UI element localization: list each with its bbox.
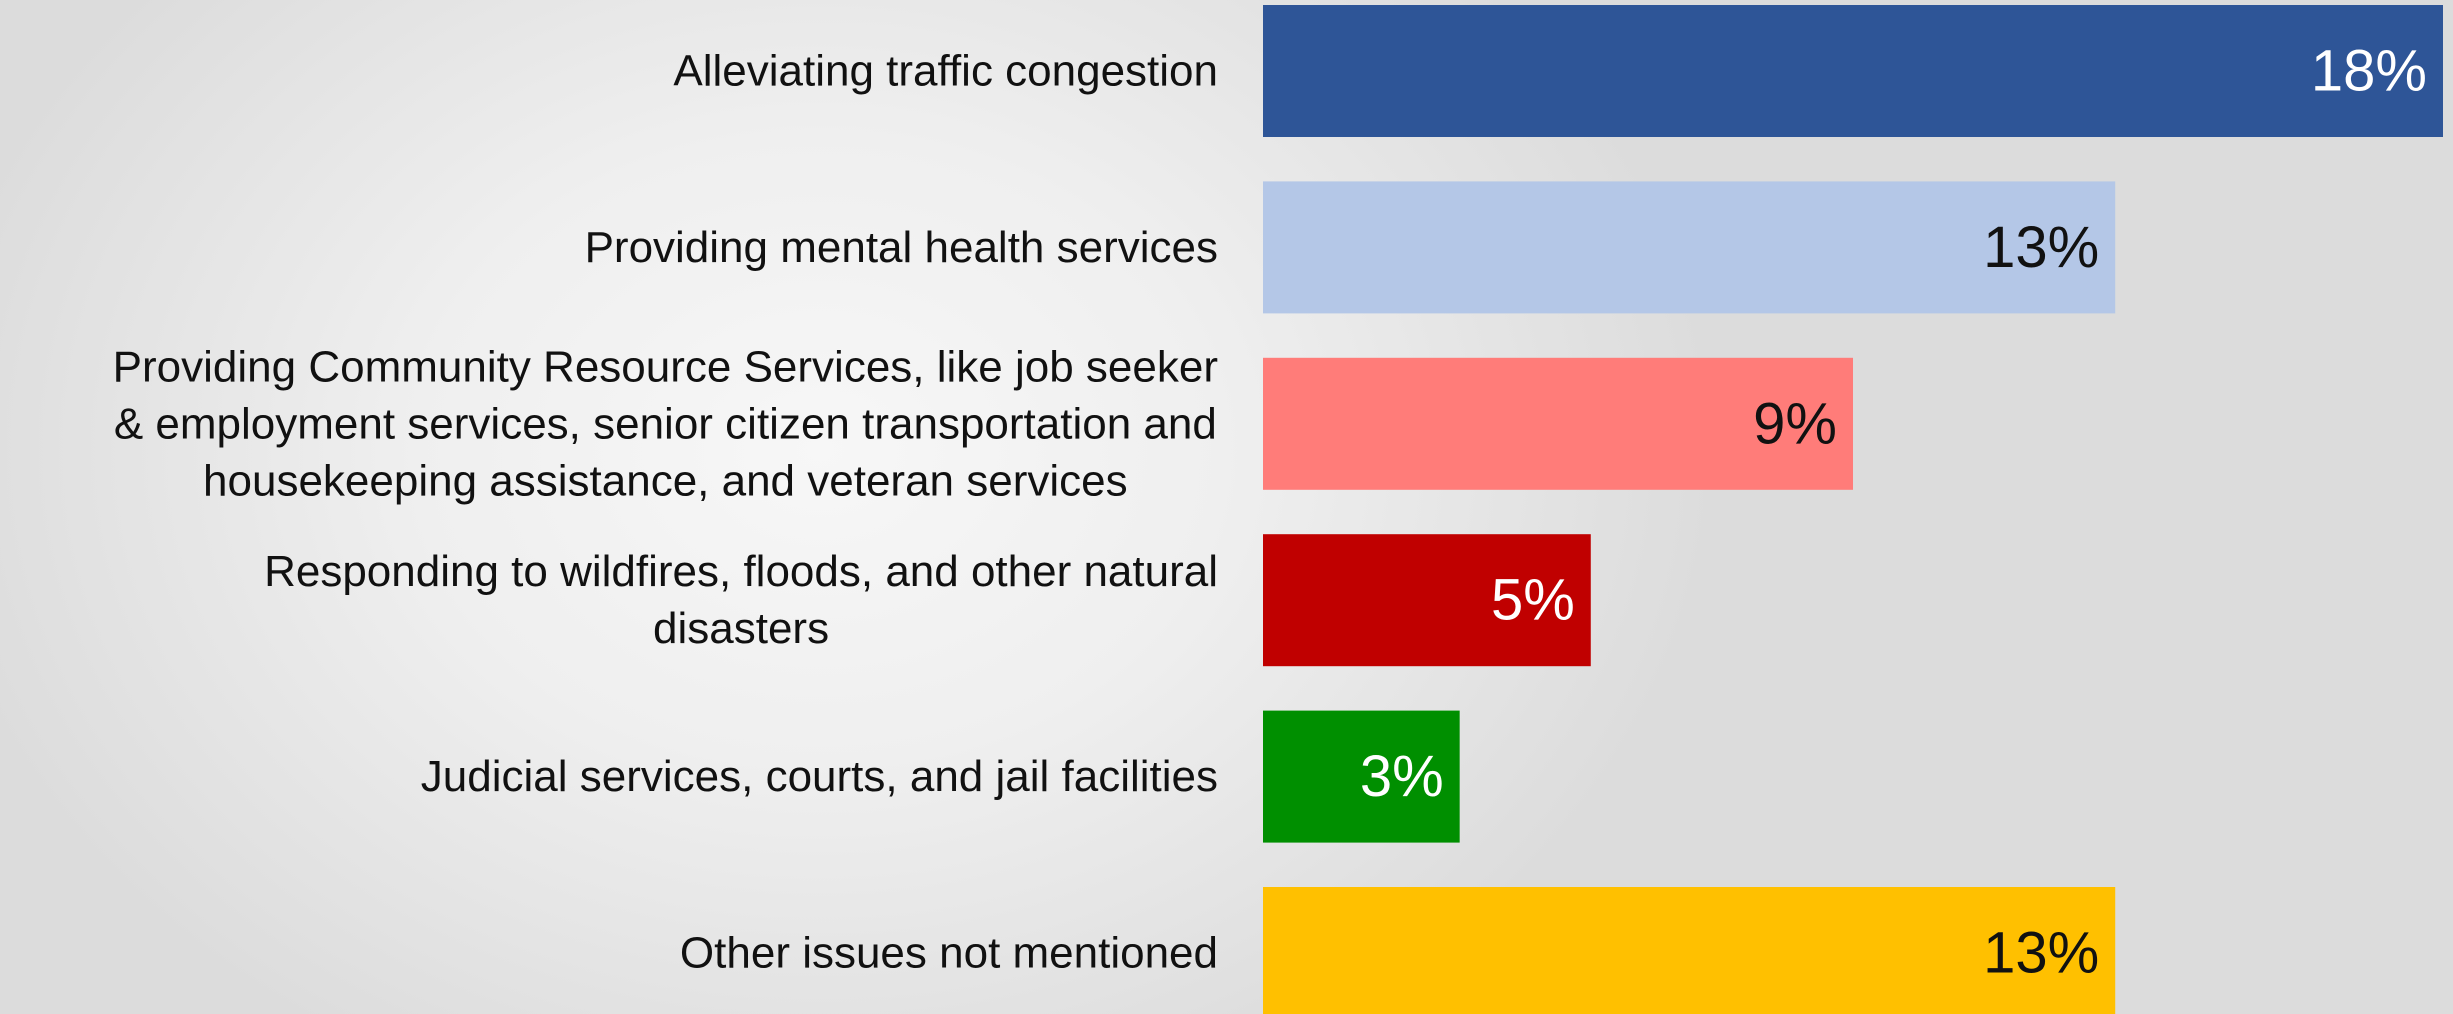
bar-0 [1263,5,2443,137]
bars-group [1263,5,2443,1014]
bar-2 [1263,357,1853,490]
category-label-2: Providing Community Resource Services, l… [113,342,1218,505]
category-label-line: Other issues not mentioned [680,929,1218,978]
bar-4 [1263,710,1460,843]
category-label-5: Other issues not mentioned [680,929,1218,978]
value-label-5: 13% [1983,921,2099,986]
category-label-1: Providing mental health services [585,223,1218,272]
category-label-line: Responding to wildfires, floods, and oth… [264,547,1218,596]
bar-3 [1263,534,1591,667]
category-label-line: Judicial services, courts, and jail faci… [421,752,1218,801]
category-label-3: Responding to wildfires, floods, and oth… [264,547,1218,653]
value-label-2: 9% [1753,391,1837,456]
value-label-0: 18% [2311,39,2427,104]
category-label-line: & employment services, senior citizen tr… [114,399,1217,448]
value-label-1: 13% [1983,215,2099,280]
category-labels-group: Alleviating traffic congestion Providing … [113,47,1218,978]
category-label-line: housekeeping assistance, and veteran ser… [203,456,1128,505]
category-label-0: Alleviating traffic congestion [673,47,1218,96]
bar-1 [1263,181,2116,314]
value-label-3: 5% [1491,568,1575,633]
category-label-line: Alleviating traffic congestion [673,47,1218,96]
value-label-4: 3% [1360,744,1444,809]
category-label-line: Providing Community Resource Services, l… [113,342,1218,391]
category-label-4: Judicial services, courts, and jail faci… [421,752,1218,801]
bar-5 [1263,887,2116,1014]
category-label-line: Providing mental health services [585,223,1218,272]
value-labels-group: 18% 13% 9% 5% 3% 13% [1360,39,2427,986]
category-label-line: disasters [653,604,829,653]
